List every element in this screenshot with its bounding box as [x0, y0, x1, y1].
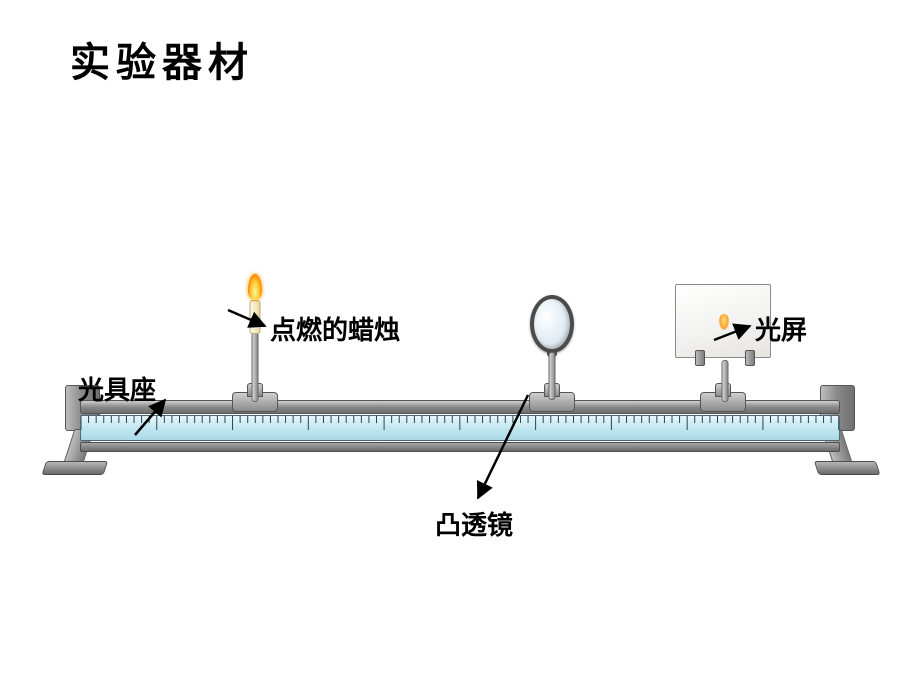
annotation-arrows — [0, 0, 920, 690]
